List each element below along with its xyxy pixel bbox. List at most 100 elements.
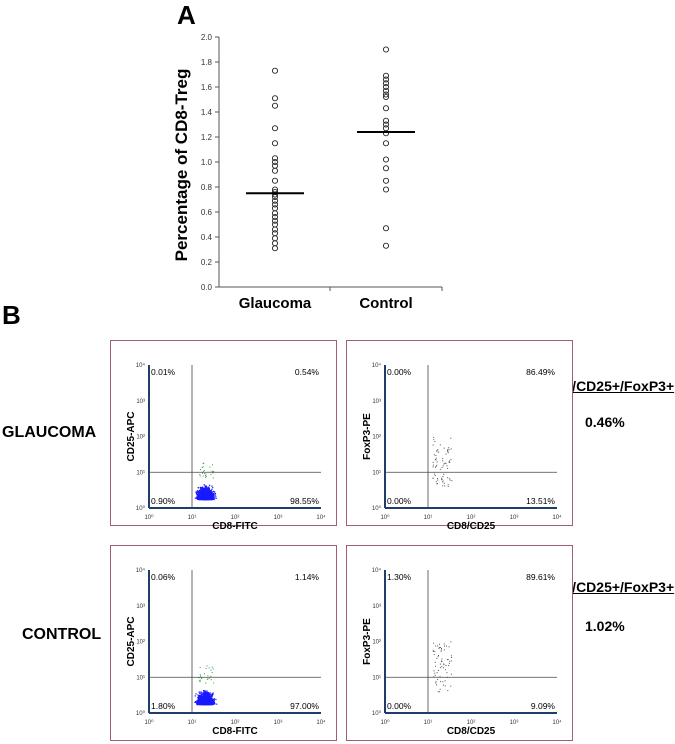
event-dot xyxy=(203,703,205,705)
event-dot xyxy=(203,491,205,493)
data-point-control xyxy=(382,72,390,79)
event-dot xyxy=(443,645,445,647)
event-dot xyxy=(208,498,210,500)
event-dot xyxy=(211,493,213,495)
quadrant-lr-value: 13.51% xyxy=(526,496,555,506)
event-dot xyxy=(209,697,212,699)
event-dot xyxy=(203,484,205,486)
event-dot-gated xyxy=(199,469,201,471)
event-dot-gated xyxy=(202,463,204,465)
event-dot xyxy=(209,492,211,494)
event-dot xyxy=(213,699,215,702)
event-dot xyxy=(205,492,208,494)
event-dot xyxy=(211,485,213,487)
event-dot xyxy=(207,494,210,496)
event-dot xyxy=(205,694,207,696)
event-dot xyxy=(195,701,197,704)
event-dot xyxy=(432,461,434,463)
event-dot xyxy=(207,703,210,706)
event-dot xyxy=(205,698,207,701)
event-dot xyxy=(449,461,451,463)
event-dot xyxy=(201,488,204,490)
x-tick-label: 10³ xyxy=(274,515,283,521)
data-point-glaucoma xyxy=(271,191,279,198)
quadrant-lr-value: 98.55% xyxy=(290,496,319,506)
event-dot xyxy=(203,695,205,698)
event-dot xyxy=(211,697,213,699)
event-dot xyxy=(214,497,216,499)
event-dot xyxy=(199,494,201,496)
event-dot xyxy=(200,691,202,693)
event-dot xyxy=(212,496,214,498)
event-dot xyxy=(437,483,439,485)
event-dot xyxy=(199,697,201,699)
event-dot xyxy=(202,497,205,499)
event-dot xyxy=(450,448,452,450)
event-dot xyxy=(202,494,204,496)
event-dot xyxy=(199,497,202,499)
data-point-control xyxy=(382,242,390,249)
side-value-glaucoma: 0.46% xyxy=(585,414,625,430)
event-dot xyxy=(199,496,201,499)
event-dot xyxy=(201,487,203,489)
y-tick-label: 2.0 xyxy=(201,33,213,42)
event-dot xyxy=(199,701,201,704)
event-dot xyxy=(210,494,213,496)
event-dot xyxy=(442,476,444,478)
event-dot xyxy=(201,497,204,499)
event-dot xyxy=(443,664,445,666)
event-dot xyxy=(436,451,438,453)
event-dot xyxy=(451,480,453,482)
event-dot xyxy=(205,485,207,487)
event-dot xyxy=(209,693,211,696)
event-dot xyxy=(212,494,214,497)
event-dot-gated xyxy=(198,680,200,682)
quadrant-lr-value: 9.09% xyxy=(531,701,556,711)
event-dot xyxy=(212,702,214,704)
event-dot xyxy=(213,494,215,496)
event-dot xyxy=(205,700,207,703)
event-dot xyxy=(208,693,210,695)
event-dot xyxy=(202,692,204,694)
y-tick-label: 10⁰ xyxy=(136,710,146,717)
event-dot xyxy=(197,703,199,705)
event-dot xyxy=(210,703,212,705)
event-dot xyxy=(207,692,209,694)
event-dot-gated xyxy=(208,667,210,669)
event-dot xyxy=(197,493,199,495)
y-tick-label: 10⁰ xyxy=(372,710,382,717)
event-dot xyxy=(439,688,441,690)
event-dot xyxy=(440,649,442,651)
event-dot xyxy=(201,496,203,498)
event-dot xyxy=(448,461,450,463)
event-dot xyxy=(205,697,207,700)
event-dot xyxy=(438,451,440,453)
event-dot xyxy=(447,485,449,487)
event-dot xyxy=(209,491,211,493)
event-dot xyxy=(209,698,211,700)
event-dot xyxy=(432,444,434,446)
event-dot-gated xyxy=(205,474,207,476)
x-tick-label: 10² xyxy=(467,720,476,726)
event-dot xyxy=(202,496,204,498)
event-dot xyxy=(435,681,437,683)
event-dot xyxy=(200,703,202,705)
data-point-glaucoma xyxy=(271,162,279,169)
data-point-control xyxy=(382,140,390,147)
event-dot xyxy=(204,692,207,694)
event-dot xyxy=(444,485,446,487)
y-tick-label: 1.2 xyxy=(201,133,213,142)
event-dot xyxy=(449,660,451,662)
event-dot xyxy=(197,699,199,701)
event-dot xyxy=(435,481,437,483)
event-dot xyxy=(206,698,209,701)
event-dot xyxy=(205,487,207,490)
event-dot xyxy=(213,497,215,499)
event-dot xyxy=(439,681,441,683)
event-dot xyxy=(199,486,202,489)
event-dot xyxy=(204,701,206,703)
event-dot xyxy=(214,492,217,495)
event-dot xyxy=(433,654,435,656)
event-dot xyxy=(206,491,209,493)
event-dot xyxy=(434,473,436,475)
